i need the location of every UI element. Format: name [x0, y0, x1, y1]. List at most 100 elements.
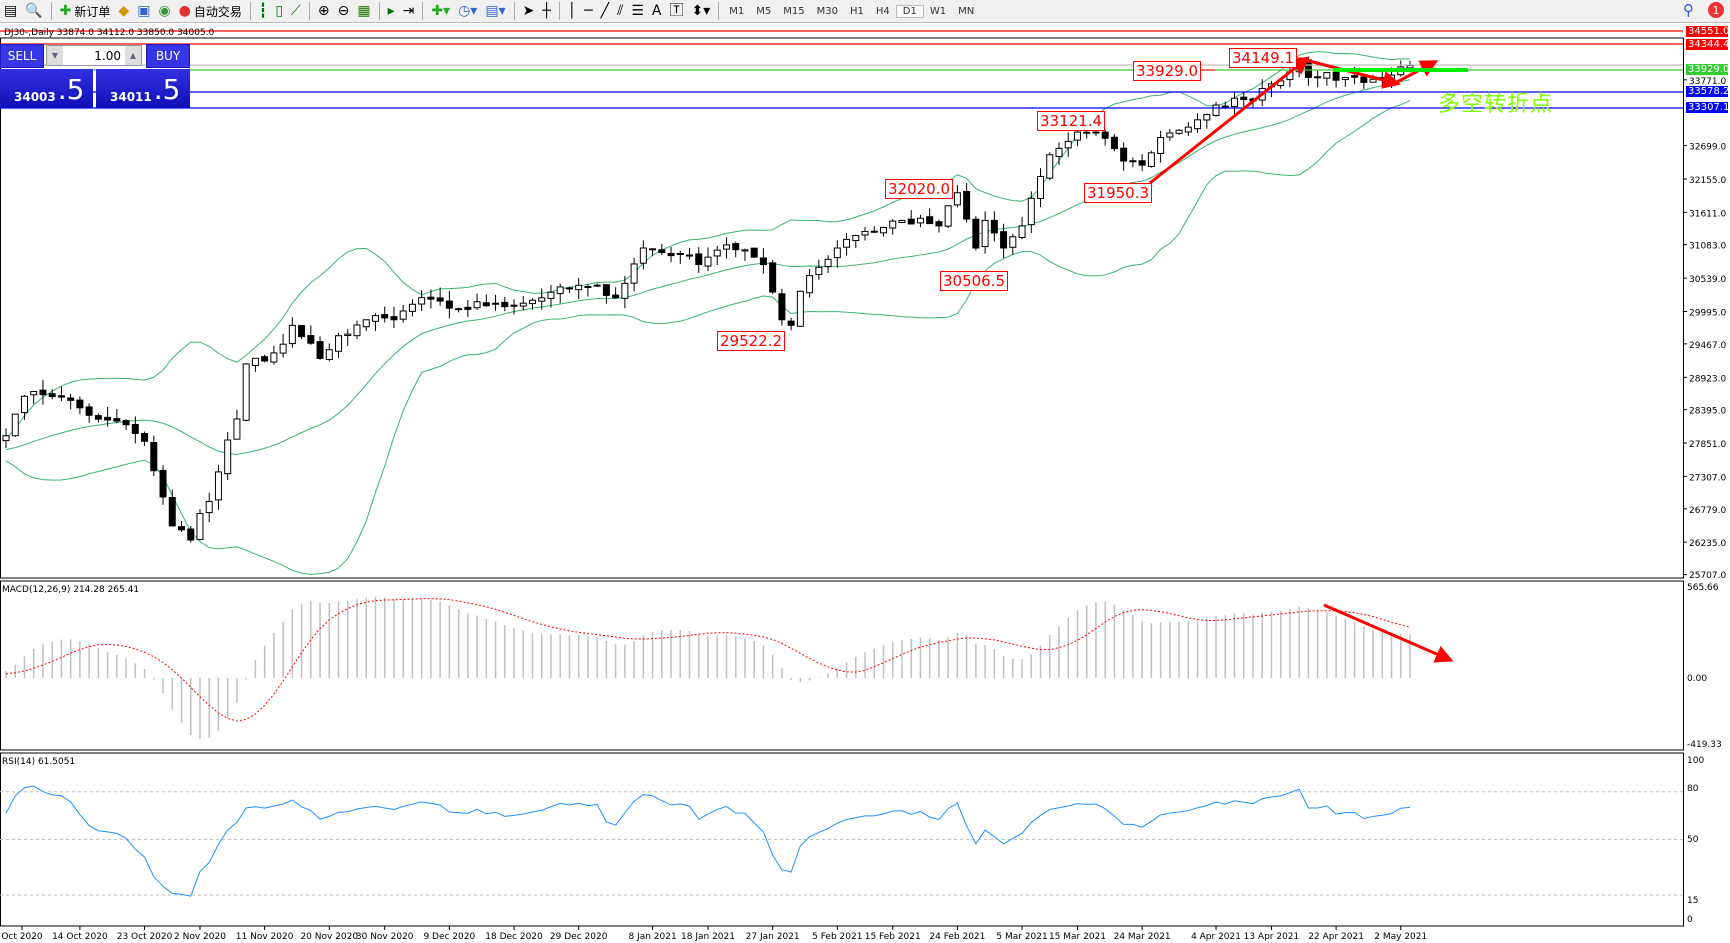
timeframe-m15[interactable]: M15 [783, 5, 805, 17]
candle-body [880, 226, 887, 234]
annotation-high[interactable]: 34149.1 [1229, 48, 1298, 68]
templates-button[interactable]: ▤▾ [481, 1, 509, 22]
annotation-high[interactable]: 33121.4 [1037, 111, 1106, 131]
candle-body [67, 397, 75, 401]
turning-point-label[interactable]: 多空转折点 [1438, 92, 1554, 117]
vertical-line-icon: │ [567, 3, 577, 19]
candle-body [510, 304, 518, 307]
time-axis-label: 29 Dec 2020 [550, 932, 608, 942]
annotation-low[interactable]: 29522.2 [717, 331, 786, 351]
price-axis-label: 33771.0 [1689, 77, 1726, 87]
new-order-button[interactable]: ✚ 新订单 [56, 1, 115, 22]
candlestick-button[interactable]: ▯ [271, 1, 287, 22]
buy-price[interactable]: 34011.5 [96, 69, 190, 108]
signals-button[interactable]: ◉ [154, 1, 174, 22]
lot-decrease-icon[interactable]: ▼ [47, 46, 63, 65]
horizontal-line-tool[interactable]: ─ [580, 1, 596, 22]
price-axis-label: 31083.0 [1689, 242, 1726, 252]
lot-value[interactable]: 1.00 [94, 48, 121, 63]
candle-body [335, 335, 343, 352]
annotation-low[interactable]: 31950.3 [1084, 183, 1153, 203]
candle [926, 208, 934, 225]
candle-body [11, 413, 19, 437]
candle-body [150, 442, 158, 472]
candle-body [990, 219, 998, 234]
candle-body [1027, 197, 1035, 226]
candle [399, 305, 407, 323]
candle-body [602, 284, 610, 296]
candle-body [556, 286, 564, 295]
annotation-low[interactable]: 30506.5 [940, 271, 1009, 291]
candle [695, 247, 703, 273]
bar-chart-button[interactable]: ┇ [255, 1, 271, 22]
new-chart-button[interactable]: ▤ [0, 1, 21, 22]
candle [187, 525, 195, 543]
candle-body [898, 219, 906, 223]
candle-body [131, 423, 139, 434]
zoom-in-button[interactable]: ⊕ [314, 1, 334, 22]
periods-button[interactable]: ◷▾ [454, 1, 481, 22]
indicators-button[interactable]: ✚▾ [427, 1, 454, 22]
arrows-tool[interactable]: ⬍▾ [687, 1, 714, 22]
buy-price-pips: .5 [153, 73, 181, 106]
search-icon[interactable]: ⚲ [1683, 1, 1694, 19]
auto-trading-button[interactable]: ● 自动交易 [175, 1, 246, 22]
timeframe-mn[interactable]: MN [958, 5, 975, 17]
annotation-high[interactable]: 32020.0 [885, 179, 954, 199]
candle [261, 354, 269, 363]
navigator-button[interactable]: ▣ [133, 1, 154, 22]
candle [538, 288, 546, 310]
market-watch-button[interactable]: ◆ [114, 1, 133, 22]
zoom-window-button[interactable]: 🔍 [21, 1, 46, 22]
timeframe-m30[interactable]: M30 [816, 5, 838, 17]
lot-increase-icon[interactable]: ▲ [125, 46, 141, 65]
candle [639, 240, 647, 270]
timeframe-d1[interactable]: D1 [895, 4, 924, 18]
rsi-axis-label: 0 [1687, 915, 1693, 925]
cursor-tool[interactable]: ➤ [519, 1, 539, 22]
candle-body [1203, 114, 1211, 121]
candle-body [584, 286, 592, 289]
vertical-line-tool[interactable]: │ [564, 1, 580, 22]
timeframe-h4[interactable]: H4 [875, 5, 890, 17]
label-tool[interactable]: 🅃 [665, 1, 687, 22]
crosshair-tool[interactable]: ┼ [538, 1, 554, 22]
buy-price-main: 34011 [110, 90, 152, 104]
zoom-out-button[interactable]: ⊖ [334, 1, 354, 22]
candle [1341, 76, 1349, 87]
text-tool[interactable]: A [648, 1, 666, 22]
candle [944, 205, 952, 228]
candle [1138, 154, 1146, 172]
time-axis-label: 4 Apr 2021 [1191, 932, 1241, 942]
candle [131, 416, 139, 444]
auto-trading-label: 自动交易 [193, 4, 242, 19]
price-axis-label: 27851.0 [1689, 440, 1726, 450]
candle-body [612, 294, 620, 299]
candle [436, 287, 444, 306]
line-chart-button[interactable]: ⟋ [287, 1, 305, 22]
candle-body [501, 301, 509, 308]
candle [880, 226, 887, 237]
lot-size-input[interactable]: ▼ 1.00 ▲ [46, 45, 142, 66]
auto-scroll-button[interactable]: ▸ [384, 1, 399, 22]
annotation-level[interactable]: 33929.0 [1133, 61, 1202, 81]
buy-button[interactable]: BUY [146, 44, 190, 68]
channel-tool[interactable]: ⫽ [613, 1, 627, 22]
chart-shift-button[interactable]: ⇥ [399, 1, 419, 22]
auto-scroll-icon: ▸ [387, 3, 395, 19]
sell-button[interactable]: SELL [0, 44, 44, 68]
fibonacci-tool[interactable]: ☰ [627, 1, 648, 22]
candle-body [242, 363, 250, 421]
timeframe-w1[interactable]: W1 [929, 5, 947, 17]
notifications-badge[interactable]: 1 [1708, 2, 1724, 18]
trendline-tool[interactable]: ╱ [597, 1, 613, 22]
sell-price[interactable]: 34003.5 [0, 69, 93, 108]
tile-windows-button[interactable]: ▦ [353, 1, 374, 22]
candle-body [889, 220, 897, 229]
timeframe-h1[interactable]: H1 [849, 5, 864, 17]
crosshair-icon: ┼ [542, 3, 551, 19]
timeframe-m5[interactable]: M5 [756, 5, 772, 17]
timeframe-m1[interactable]: M1 [729, 5, 745, 17]
candle [722, 237, 730, 259]
